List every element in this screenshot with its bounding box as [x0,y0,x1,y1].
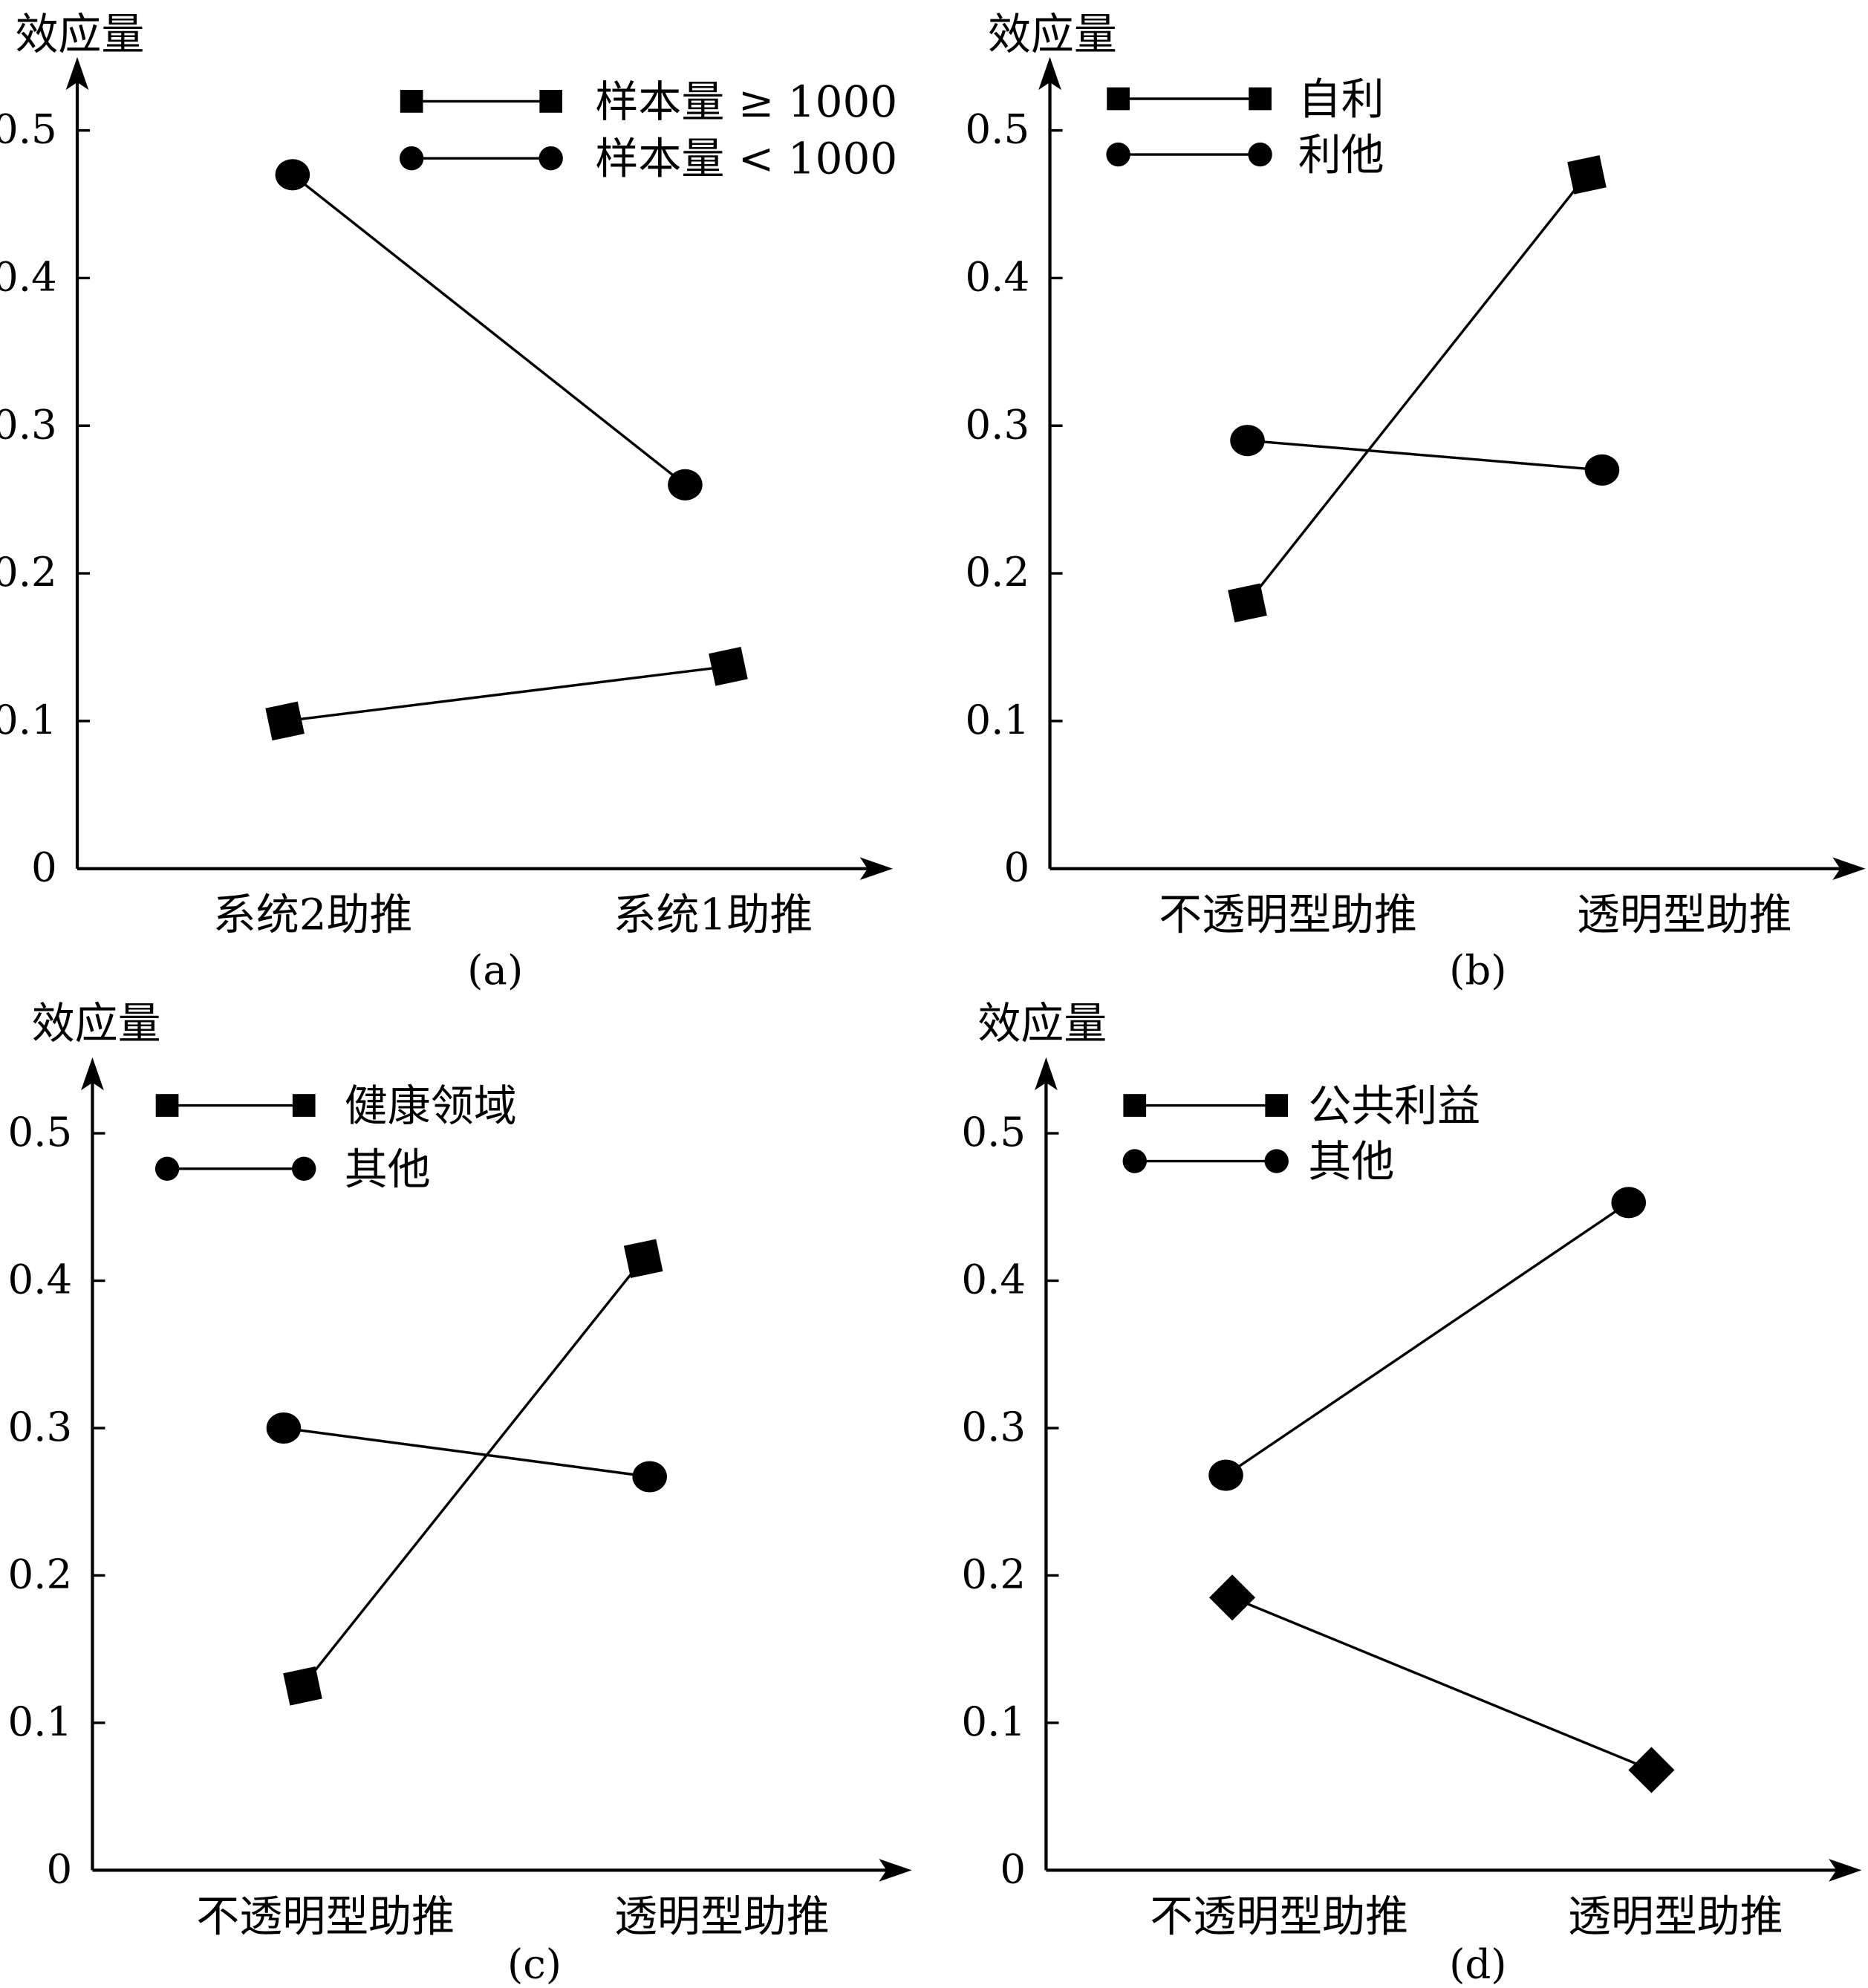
y-axis-title: 效应量 [32,998,161,1049]
y-tick-label: 0.4 [965,252,1029,300]
data-point-circle [1611,1187,1647,1219]
legend-circle-icon [154,1156,180,1181]
y-tick-label: 0.1 [961,1698,1026,1745]
y-tick-label: 0.4 [0,252,57,300]
x-tick-label: 透明型助推 [1577,890,1792,940]
y-tick-label: 0.1 [7,1698,72,1745]
data-point-square [1567,154,1607,195]
legend-square-icon [292,1094,316,1117]
x-axis-arrow [1829,1859,1862,1882]
x-axis-arrow [879,1859,912,1882]
legend-label: 样本量 < 1000 [595,134,897,184]
data-point-diamond [1628,1747,1675,1793]
panel-label: (a) [467,946,523,994]
legend-square-icon [400,90,423,113]
y-axis-arrow [1035,1057,1058,1091]
x-tick-label: 不透明型助推 [1150,1891,1408,1941]
legend-circle-icon [292,1156,316,1181]
series-line [1247,439,1603,472]
legend-circle-icon [1122,1149,1147,1173]
y-tick-label: 0.3 [965,400,1029,448]
legend-label: 自利 [1298,74,1384,124]
x-tick-label: 系统1助推 [614,890,813,940]
legend-circle-icon [1264,1149,1289,1173]
y-tick-label: 0.5 [965,105,1029,153]
panel-label: (d) [1449,1940,1506,1987]
data-point-square [709,647,748,686]
data-point-circle [1208,1459,1243,1491]
data-point-circle [668,469,703,501]
series-line [283,1427,650,1479]
y-axis-title: 效应量 [988,9,1117,59]
y-tick-label: 0.5 [7,1108,72,1156]
y-axis-arrow [81,1057,104,1091]
data-point-square [283,1666,322,1706]
legend-label: 其他 [345,1144,431,1194]
y-tick-label: 0.2 [7,1551,72,1598]
series-line [1231,1596,1653,1772]
y-tick-label: 0.2 [961,1551,1026,1598]
x-axis-arrow [1832,857,1866,881]
legend-square-icon [1123,1094,1147,1117]
data-point-circle [632,1461,667,1493]
y-tick-label: 0.2 [965,548,1029,596]
y-tick-label: 0.4 [7,1256,72,1303]
legend-label: 公共利益 [1308,1081,1480,1131]
legend-square-icon [539,90,563,113]
y-tick-label: 0.1 [965,696,1029,743]
data-point-circle [266,1412,302,1444]
data-point-square [265,701,305,741]
legend-square-icon [1249,87,1272,111]
series-line [1225,1201,1630,1476]
panel-label: (b) [1449,946,1506,994]
legend-label: 健康领域 [345,1081,517,1131]
y-tick-label: 0 [1000,1845,1026,1892]
data-point-circle [1230,425,1265,457]
series-line [302,1257,645,1687]
y-tick-label: 0 [31,844,57,891]
series-line [291,173,686,486]
y-tick-label: 0.5 [961,1108,1026,1156]
y-axis-title: 效应量 [15,9,144,59]
y-axis-title: 效应量 [977,998,1107,1049]
legend-label: 利他 [1298,129,1384,180]
x-tick-label: 不透明型助推 [1159,890,1417,940]
legend-circle-icon [399,146,424,171]
x-tick-label: 不透明型助推 [196,1891,455,1941]
legend-circle-icon [1106,142,1130,167]
panel-label: (c) [507,1940,562,1987]
y-tick-label: 0.1 [0,696,57,743]
y-tick-label: 0 [1004,844,1030,891]
legend-label: 其他 [1308,1136,1394,1187]
x-tick-label: 透明型助推 [614,1891,830,1941]
data-point-diamond [1209,1574,1256,1621]
y-axis-arrow [65,56,89,91]
legend-square-icon [155,1094,179,1117]
x-tick-label: 系统2助推 [213,890,413,940]
y-tick-label: 0.5 [0,105,57,153]
legend-square-icon [1265,1094,1289,1117]
x-axis-arrow [859,857,894,881]
y-tick-label: 0.2 [0,548,57,596]
y-tick-label: 0.3 [7,1403,72,1450]
legend-circle-icon [1248,142,1272,167]
data-point-square [623,1239,663,1279]
y-tick-label: 0.3 [961,1403,1026,1450]
series-line [1246,174,1588,604]
y-tick-label: 0.4 [961,1256,1026,1303]
legend-square-icon [1107,87,1130,111]
y-tick-label: 0 [46,1845,72,1892]
series-line [284,665,729,723]
legend-label: 样本量 ≥ 1000 [595,76,897,127]
x-tick-label: 透明型助推 [1568,1891,1783,1941]
legend-circle-icon [538,146,563,171]
data-point-circle [275,159,310,191]
y-tick-label: 0.3 [0,400,57,448]
y-axis-arrow [1038,56,1061,91]
data-point-square [1228,583,1267,623]
data-point-circle [1584,454,1620,486]
